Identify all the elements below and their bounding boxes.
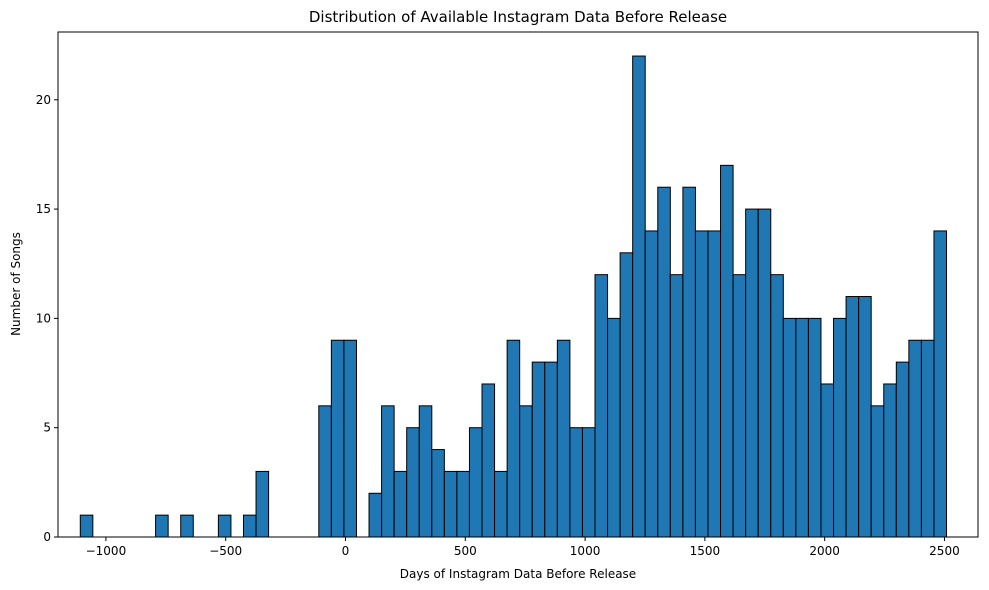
histogram-bar bbox=[644, 230, 659, 538]
histogram-bar bbox=[330, 339, 345, 538]
histogram-bar bbox=[255, 470, 270, 538]
x-tick-label: −1000 bbox=[86, 544, 127, 558]
histogram-bar bbox=[707, 230, 722, 538]
x-tick-label: 2500 bbox=[929, 544, 960, 558]
y-tick-label: 20 bbox=[36, 93, 51, 107]
histogram-bar bbox=[895, 361, 910, 538]
x-tick-label: 500 bbox=[454, 544, 477, 558]
x-axis-ticks: −1000 −500 0 500 1000 1500 2000 2500 bbox=[86, 537, 960, 558]
histogram-bar bbox=[406, 427, 420, 538]
histogram-bar bbox=[883, 383, 897, 538]
histogram-bar bbox=[569, 427, 583, 538]
histogram-bar bbox=[845, 296, 860, 538]
histogram-bar bbox=[770, 274, 784, 538]
histogram-bar bbox=[619, 252, 634, 538]
histogram-bar bbox=[594, 274, 609, 538]
x-tick-label: −500 bbox=[209, 544, 242, 558]
histogram-bar bbox=[920, 339, 935, 538]
histogram-bar bbox=[795, 317, 809, 538]
histogram-bar bbox=[519, 405, 533, 538]
histogram-bar bbox=[217, 514, 232, 538]
histogram-bar bbox=[393, 470, 408, 538]
x-tick-label: 2000 bbox=[809, 544, 840, 558]
chart-title: Distribution of Available Instagram Data… bbox=[309, 8, 727, 26]
y-tick-label: 15 bbox=[36, 202, 51, 216]
histogram-bar bbox=[494, 470, 508, 538]
histogram-bar bbox=[343, 339, 357, 538]
histogram-bar bbox=[745, 208, 759, 538]
histogram-bar bbox=[180, 514, 194, 538]
histogram-bar bbox=[858, 296, 872, 538]
histogram-bar bbox=[732, 274, 747, 538]
histogram-bar bbox=[381, 405, 395, 538]
histogram-bar bbox=[833, 317, 847, 538]
y-tick-label: 0 bbox=[43, 530, 51, 544]
y-axis-label: Number of Songs bbox=[9, 232, 23, 336]
y-axis-ticks: 0 5 10 15 20 bbox=[36, 93, 58, 544]
histogram-bar bbox=[481, 383, 496, 538]
histogram-bar bbox=[694, 230, 709, 538]
histogram-bar bbox=[242, 514, 257, 538]
histogram-bar bbox=[155, 514, 169, 538]
bars-group bbox=[79, 55, 948, 538]
histogram-bar bbox=[418, 405, 433, 538]
y-tick-label: 5 bbox=[43, 421, 51, 435]
plot-frame bbox=[57, 31, 979, 538]
histogram-bar bbox=[544, 361, 558, 538]
histogram-bar bbox=[669, 274, 684, 538]
histogram-bar bbox=[807, 317, 822, 538]
histogram-bar bbox=[468, 427, 483, 538]
histogram-bar bbox=[431, 449, 445, 538]
histogram-bar bbox=[782, 317, 797, 538]
histogram-bar bbox=[318, 405, 332, 538]
histogram-bar bbox=[682, 186, 696, 538]
x-tick-label: 1500 bbox=[690, 544, 721, 558]
histogram-bar bbox=[581, 427, 596, 538]
x-tick-label: 1000 bbox=[570, 544, 601, 558]
histogram-bar bbox=[506, 339, 521, 538]
histogram-bar bbox=[870, 405, 885, 538]
x-tick-label: 0 bbox=[342, 544, 350, 558]
histogram-bar bbox=[632, 55, 646, 538]
histogram-bar bbox=[820, 383, 835, 538]
histogram-bar bbox=[79, 514, 94, 538]
histogram-bar bbox=[657, 186, 671, 538]
histogram-bar bbox=[933, 230, 948, 538]
histogram-bar bbox=[720, 164, 734, 538]
histogram-bar bbox=[607, 317, 621, 538]
histogram-bar bbox=[556, 339, 571, 538]
histogram-bar bbox=[531, 361, 546, 538]
histogram-bar bbox=[757, 208, 772, 538]
histogram-bar bbox=[368, 492, 383, 538]
x-axis-label: Days of Instagram Data Before Release bbox=[400, 567, 636, 581]
histogram-bar bbox=[908, 339, 922, 538]
histogram-bar bbox=[456, 470, 470, 538]
histogram-bar bbox=[443, 470, 458, 538]
y-tick-label: 10 bbox=[36, 311, 51, 325]
